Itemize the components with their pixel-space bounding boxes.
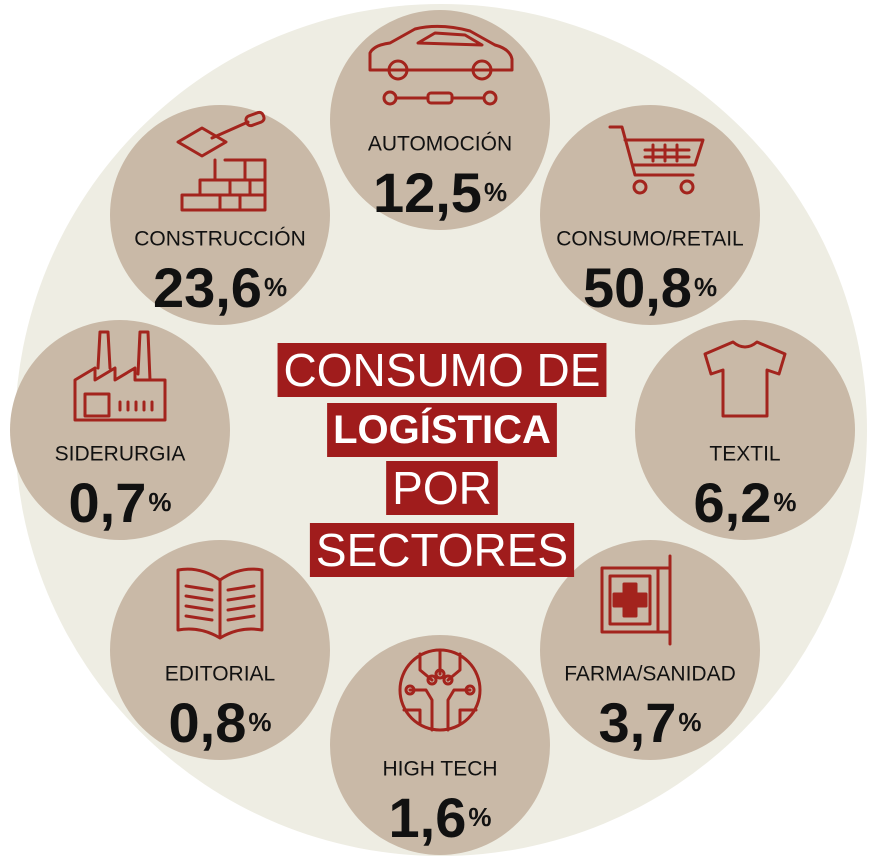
title-box [386,461,498,515]
sector-value: 23,6 [153,256,262,319]
sector-value: 3,7 [599,691,677,754]
sector-disc [635,320,855,540]
sector-unit: % [148,487,171,517]
title-box [277,343,607,397]
sector-disc [110,540,330,760]
car-icon [368,24,514,106]
title-box [327,403,557,457]
sector-label: EDITORIAL [165,663,275,686]
sector-unit: % [484,177,507,207]
sector-disc [330,635,550,855]
sector-value-group: 1,6% [389,786,492,849]
title-line: POR [392,462,492,514]
sector-value-group: 0,7% [69,471,172,534]
sector-unit: % [468,802,491,832]
sector-value: 12,5 [373,161,482,224]
sector-value-group: 3,7% [599,691,702,754]
sector-value-group: 0,8% [169,691,272,754]
bricks-icon [176,110,267,212]
sector-disc [330,10,550,230]
sector-disc [540,105,760,325]
sector-value-group: 23,6% [153,256,287,319]
sector-disc [110,105,330,325]
sector-label: CONSUMO/RETAIL [556,228,743,251]
sector-disc [540,540,760,760]
chip-icon [398,648,482,732]
title-line: CONSUMO DE [284,344,601,396]
sector-label: HIGH TECH [382,758,497,781]
sector-value-group: 50,8% [583,256,717,319]
sector-label: CONSTRUCCIÓN [134,228,306,251]
sector-unit: % [248,707,271,737]
cart-icon [608,125,705,195]
title-line: SECTORES [316,524,568,576]
sector-value: 6,2 [694,471,772,534]
sector-disc [10,320,230,540]
sector-label: TEXTIL [709,443,780,466]
sector-unit: % [773,487,796,517]
sector-unit: % [264,272,287,302]
sector-unit: % [694,272,717,302]
sector-value-group: 6,2% [694,471,797,534]
book-icon [176,567,264,640]
sector-label: AUTOMOCIÓN [368,133,512,156]
sector-value: 50,8 [583,256,692,319]
sector-value-group: 12,5% [373,161,507,224]
sector-value: 0,7 [69,471,147,534]
pharmacy-icon [600,554,672,646]
title-box [309,523,575,577]
shirt-icon [703,340,787,418]
sector-unit: % [678,707,701,737]
sector-value: 0,8 [169,691,247,754]
factory-icon [73,330,167,422]
sector-value: 1,6 [389,786,467,849]
sector-label: SIDERURGIA [55,443,186,466]
title-line: LOGÍSTICA [333,407,551,452]
sector-label: FARMA/SANIDAD [564,663,736,686]
